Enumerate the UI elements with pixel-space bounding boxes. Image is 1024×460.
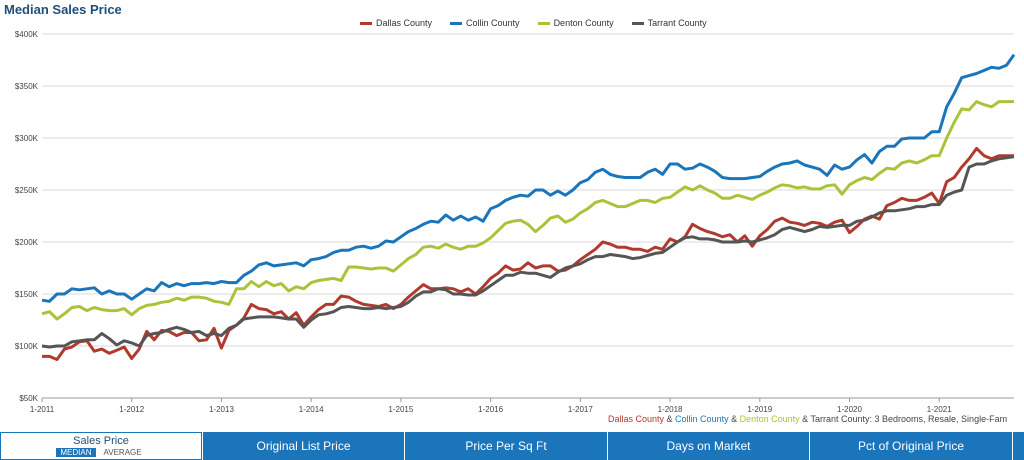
subcaption-amp: & bbox=[664, 414, 676, 424]
legend-label: Denton County bbox=[553, 18, 614, 28]
legend-item-dallas[interactable]: Dallas County bbox=[360, 18, 432, 28]
y-tick-label: $400K bbox=[15, 30, 39, 39]
x-tick-label: 1-2021 bbox=[927, 405, 952, 414]
chart-subcaption: Dallas County & Collin County & Denton C… bbox=[608, 414, 1024, 424]
x-tick-label: 1-2012 bbox=[119, 405, 144, 414]
median-toggle[interactable]: MEDIAN bbox=[56, 448, 96, 457]
chart-title: Median Sales Price bbox=[4, 2, 122, 17]
x-tick-label: 1-2016 bbox=[478, 405, 503, 414]
x-tick-label: 1-2020 bbox=[837, 405, 862, 414]
legend-swatch bbox=[537, 21, 550, 25]
subcaption-amp: & bbox=[728, 414, 740, 424]
legend-label: Collin County bbox=[466, 18, 520, 28]
legend-swatch bbox=[360, 21, 372, 25]
y-tick-label: $150K bbox=[15, 290, 39, 299]
series-line-dallas-county bbox=[42, 146, 1014, 361]
x-axis: 1-2011 1-2012 1-2013 1-2014 1-2015 1-2016 1-20… bbox=[30, 397, 1014, 414]
legend-item-tarrant[interactable]: Tarrant County bbox=[631, 18, 707, 28]
x-tick-label: 1-2013 bbox=[209, 405, 234, 414]
x-tick-label: 1-2019 bbox=[747, 405, 772, 414]
x-tick-label: 1-2018 bbox=[658, 405, 683, 414]
median-average-toggle: MEDIAN AVERAGE bbox=[56, 448, 145, 457]
x-tick-label: 1-2011 bbox=[30, 405, 55, 414]
y-tick-label: $250K bbox=[15, 186, 39, 195]
subcaption-collin: Collin County bbox=[675, 414, 729, 424]
y-tick-label: $100K bbox=[15, 342, 39, 351]
tab-overflow[interactable] bbox=[1012, 432, 1024, 460]
series-line-tarrant-county bbox=[41, 155, 1015, 349]
x-tick-label: 1-2014 bbox=[299, 405, 324, 414]
tab-label: Sales Price bbox=[73, 435, 129, 447]
legend-label: Tarrant County bbox=[647, 18, 707, 28]
subcaption-amp: & bbox=[799, 414, 811, 424]
metric-tabs: Sales Price MEDIAN AVERAGE Original List… bbox=[0, 432, 1024, 460]
y-tick-label: $300K bbox=[15, 134, 39, 143]
x-tick-label: 1-2017 bbox=[568, 405, 593, 414]
tab-price-per-sq-ft[interactable]: Price Per Sq Ft bbox=[404, 432, 607, 460]
subcaption-tarrant: Tarrant County bbox=[810, 414, 870, 424]
subcaption-rest: : 3 Bedrooms, Resale, Single-Fam bbox=[869, 414, 1008, 424]
legend: Dallas County Collin County Denton Count… bbox=[360, 18, 707, 28]
y-tick-label: $350K bbox=[15, 82, 39, 91]
tab-original-list-price[interactable]: Original List Price bbox=[202, 432, 404, 460]
y-tick-label: $200K bbox=[15, 238, 39, 247]
series-lines bbox=[41, 53, 1016, 361]
legend-swatch bbox=[631, 21, 644, 25]
series-line-collin-county bbox=[41, 53, 1016, 303]
subcaption-denton: Denton County bbox=[739, 414, 800, 424]
tab-pct-of-original-price[interactable]: Pct of Original Price bbox=[809, 432, 1012, 460]
tab-sales-price[interactable]: Sales Price MEDIAN AVERAGE bbox=[0, 432, 202, 460]
y-tick-label: $50K bbox=[19, 394, 38, 403]
legend-label: Dallas County bbox=[376, 18, 433, 28]
series-line-denton-county bbox=[41, 100, 1014, 321]
subcaption-dallas: Dallas County bbox=[608, 414, 665, 424]
legend-item-denton[interactable]: Denton County bbox=[537, 18, 614, 28]
y-axis: $50K $100K $150K $200K $250K $300K $350K $400K bbox=[15, 30, 39, 403]
line-chart: $50K$100K$150K$200K$250K$300K$350K$400K … bbox=[15, 30, 1016, 414]
tab-days-on-market[interactable]: Days on Market bbox=[607, 432, 809, 460]
legend-swatch bbox=[450, 21, 463, 25]
legend-item-collin[interactable]: Collin County bbox=[450, 18, 520, 28]
average-toggle[interactable]: AVERAGE bbox=[103, 448, 142, 457]
x-tick-label: 1-2015 bbox=[388, 405, 413, 414]
